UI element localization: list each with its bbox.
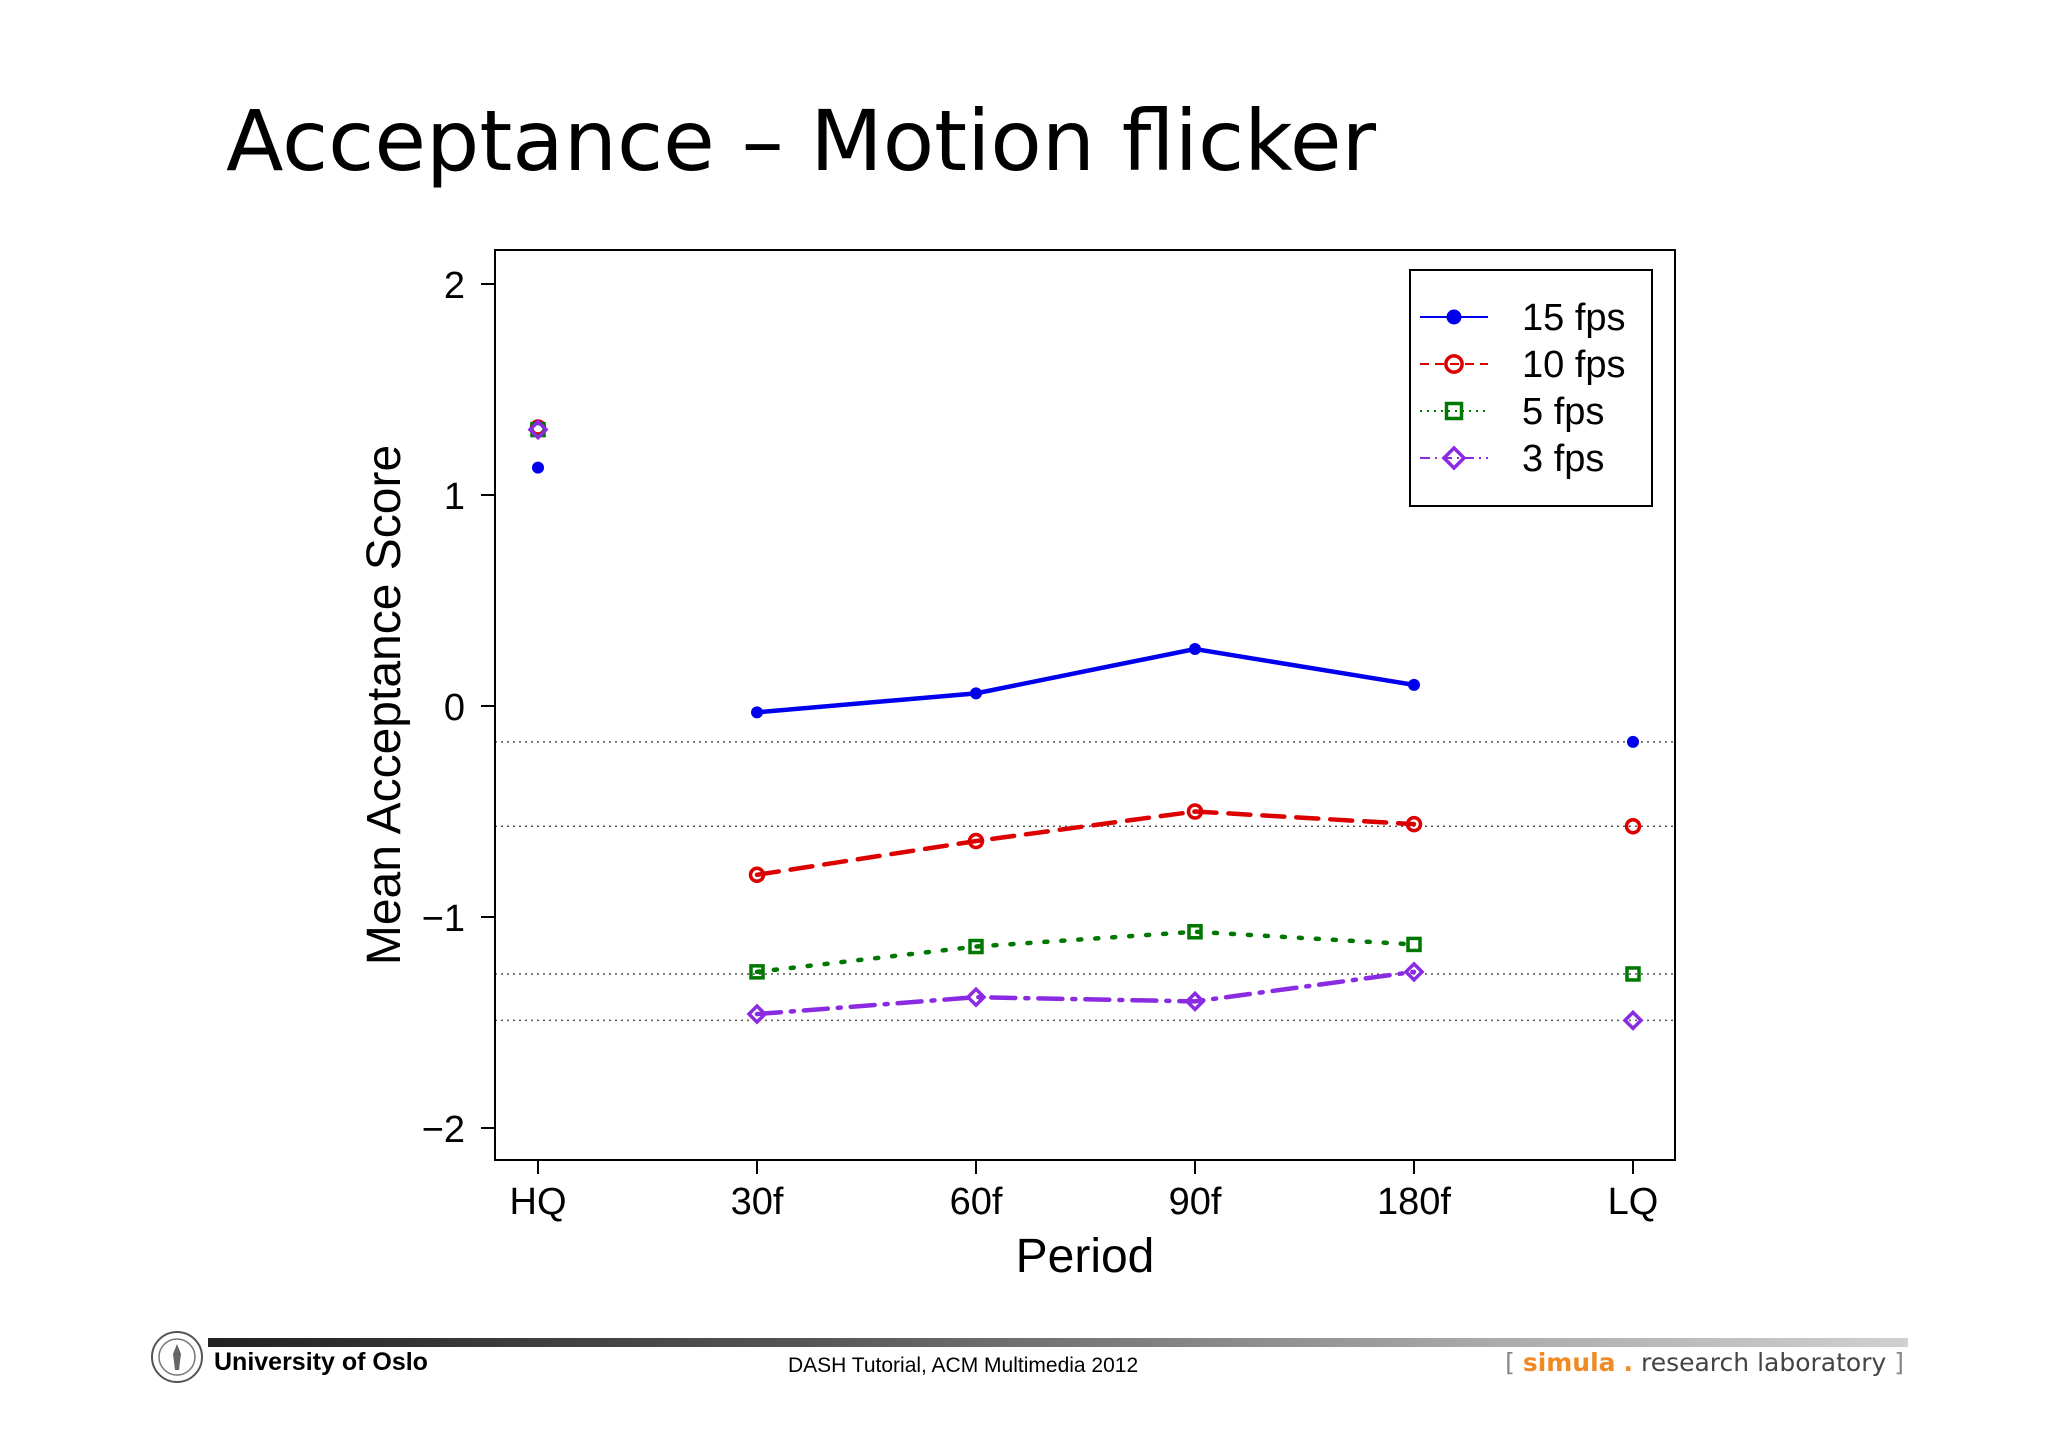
y-tick-label: 0: [444, 687, 465, 729]
x-tick-label: 180f: [1377, 1181, 1451, 1223]
legend-label: 5 fps: [1522, 391, 1604, 433]
legend-label: 3 fps: [1522, 438, 1604, 480]
legend-marker: [1446, 309, 1462, 325]
y-axis-label: Mean Acceptance Score: [358, 445, 411, 965]
series-2: [530, 421, 1641, 982]
data-point: [1408, 678, 1420, 691]
legend-marker: [1441, 445, 1467, 471]
series-line: [754, 646, 1417, 715]
data-point: [1187, 924, 1203, 940]
series-line: [754, 809, 1417, 878]
series-layer: [527, 419, 1644, 1031]
logo-rest: research laboratory: [1640, 1348, 1887, 1377]
data-point: [970, 687, 982, 700]
data-point: [746, 1003, 768, 1025]
data-point: [527, 419, 549, 441]
institution-name: University of Oslo: [214, 1348, 428, 1376]
y-axis: −2 −1 0 1 2: [422, 265, 495, 1151]
data-point: [965, 986, 987, 1008]
footer-bar: [208, 1338, 1908, 1347]
data-point: [967, 832, 985, 850]
x-tick-label: 90f: [1169, 1181, 1222, 1223]
data-point: [1624, 818, 1642, 835]
university-seal-icon: [151, 1331, 203, 1383]
data-point: [1622, 1009, 1644, 1031]
x-tick-label: LQ: [1608, 1181, 1659, 1223]
data-point: [1186, 803, 1204, 820]
data-point: [749, 964, 765, 980]
data-point: [1625, 966, 1641, 982]
footer-event-text: DASH Tutorial, ACM Multimedia 2012: [788, 1354, 1139, 1377]
x-tick-label: 30f: [731, 1181, 784, 1223]
logo-dot: .: [1623, 1348, 1634, 1377]
data-point: [532, 461, 544, 474]
data-point: [751, 706, 763, 719]
x-tick-label: HQ: [510, 1181, 567, 1223]
x-tick-label: 60f: [950, 1181, 1003, 1223]
series-line: [754, 969, 1417, 1017]
x-axis: HQ 30f 60f 90f 180f LQ: [510, 1160, 1659, 1223]
legend-label: 15 fps: [1522, 297, 1626, 339]
reference-lines: [495, 741, 1675, 1022]
legend-label: 10 fps: [1522, 344, 1626, 386]
legend: 15 fps 10 fps 5 fps 3 fps: [1409, 269, 1653, 507]
data-point: [1189, 643, 1201, 656]
series-0: [532, 461, 1639, 748]
data-point: [1405, 815, 1423, 833]
data-point: [1403, 961, 1425, 983]
simula-logo: [ simula . research laboratory ]: [1505, 1348, 1904, 1377]
series-3: [527, 419, 1644, 1031]
data-point: [1406, 936, 1422, 953]
legend-marker: [1444, 354, 1464, 374]
y-tick-label: 2: [444, 265, 465, 307]
x-axis-label: Period: [1016, 1230, 1155, 1283]
y-tick-label: 1: [444, 476, 465, 518]
logo-brand: simula: [1522, 1348, 1616, 1377]
data-point: [1184, 990, 1206, 1012]
data-point: [1627, 735, 1639, 748]
y-tick-label: −1: [422, 898, 465, 940]
logo-bracket-close: ]: [1894, 1348, 1904, 1377]
series-line: [754, 929, 1417, 975]
data-point: [748, 866, 766, 884]
data-point: [968, 938, 984, 955]
logo-bracket-open: [: [1505, 1348, 1515, 1377]
slide-title: Acceptance – Motion flicker: [226, 92, 1377, 190]
y-tick-label: −2: [422, 1109, 465, 1151]
legend-marker: [1444, 401, 1464, 421]
